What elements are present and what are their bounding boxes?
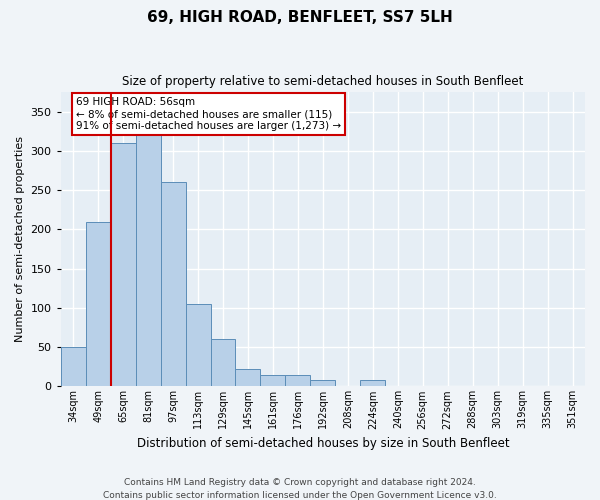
Text: 69 HIGH ROAD: 56sqm
← 8% of semi-detached houses are smaller (115)
91% of semi-d: 69 HIGH ROAD: 56sqm ← 8% of semi-detache… xyxy=(76,98,341,130)
Bar xyxy=(260,374,286,386)
Bar xyxy=(310,380,335,386)
Text: 69, HIGH ROAD, BENFLEET, SS7 5LH: 69, HIGH ROAD, BENFLEET, SS7 5LH xyxy=(147,10,453,25)
Bar xyxy=(136,112,161,386)
Bar xyxy=(61,347,86,387)
Bar xyxy=(86,222,110,386)
Bar xyxy=(286,374,310,386)
Title: Size of property relative to semi-detached houses in South Benfleet: Size of property relative to semi-detach… xyxy=(122,75,524,88)
Bar xyxy=(211,340,235,386)
Bar xyxy=(161,182,185,386)
Bar xyxy=(235,369,260,386)
Bar xyxy=(361,380,385,386)
Text: Contains HM Land Registry data © Crown copyright and database right 2024.
Contai: Contains HM Land Registry data © Crown c… xyxy=(103,478,497,500)
X-axis label: Distribution of semi-detached houses by size in South Benfleet: Distribution of semi-detached houses by … xyxy=(137,437,509,450)
Bar xyxy=(185,304,211,386)
Y-axis label: Number of semi-detached properties: Number of semi-detached properties xyxy=(15,136,25,342)
Bar xyxy=(110,143,136,386)
